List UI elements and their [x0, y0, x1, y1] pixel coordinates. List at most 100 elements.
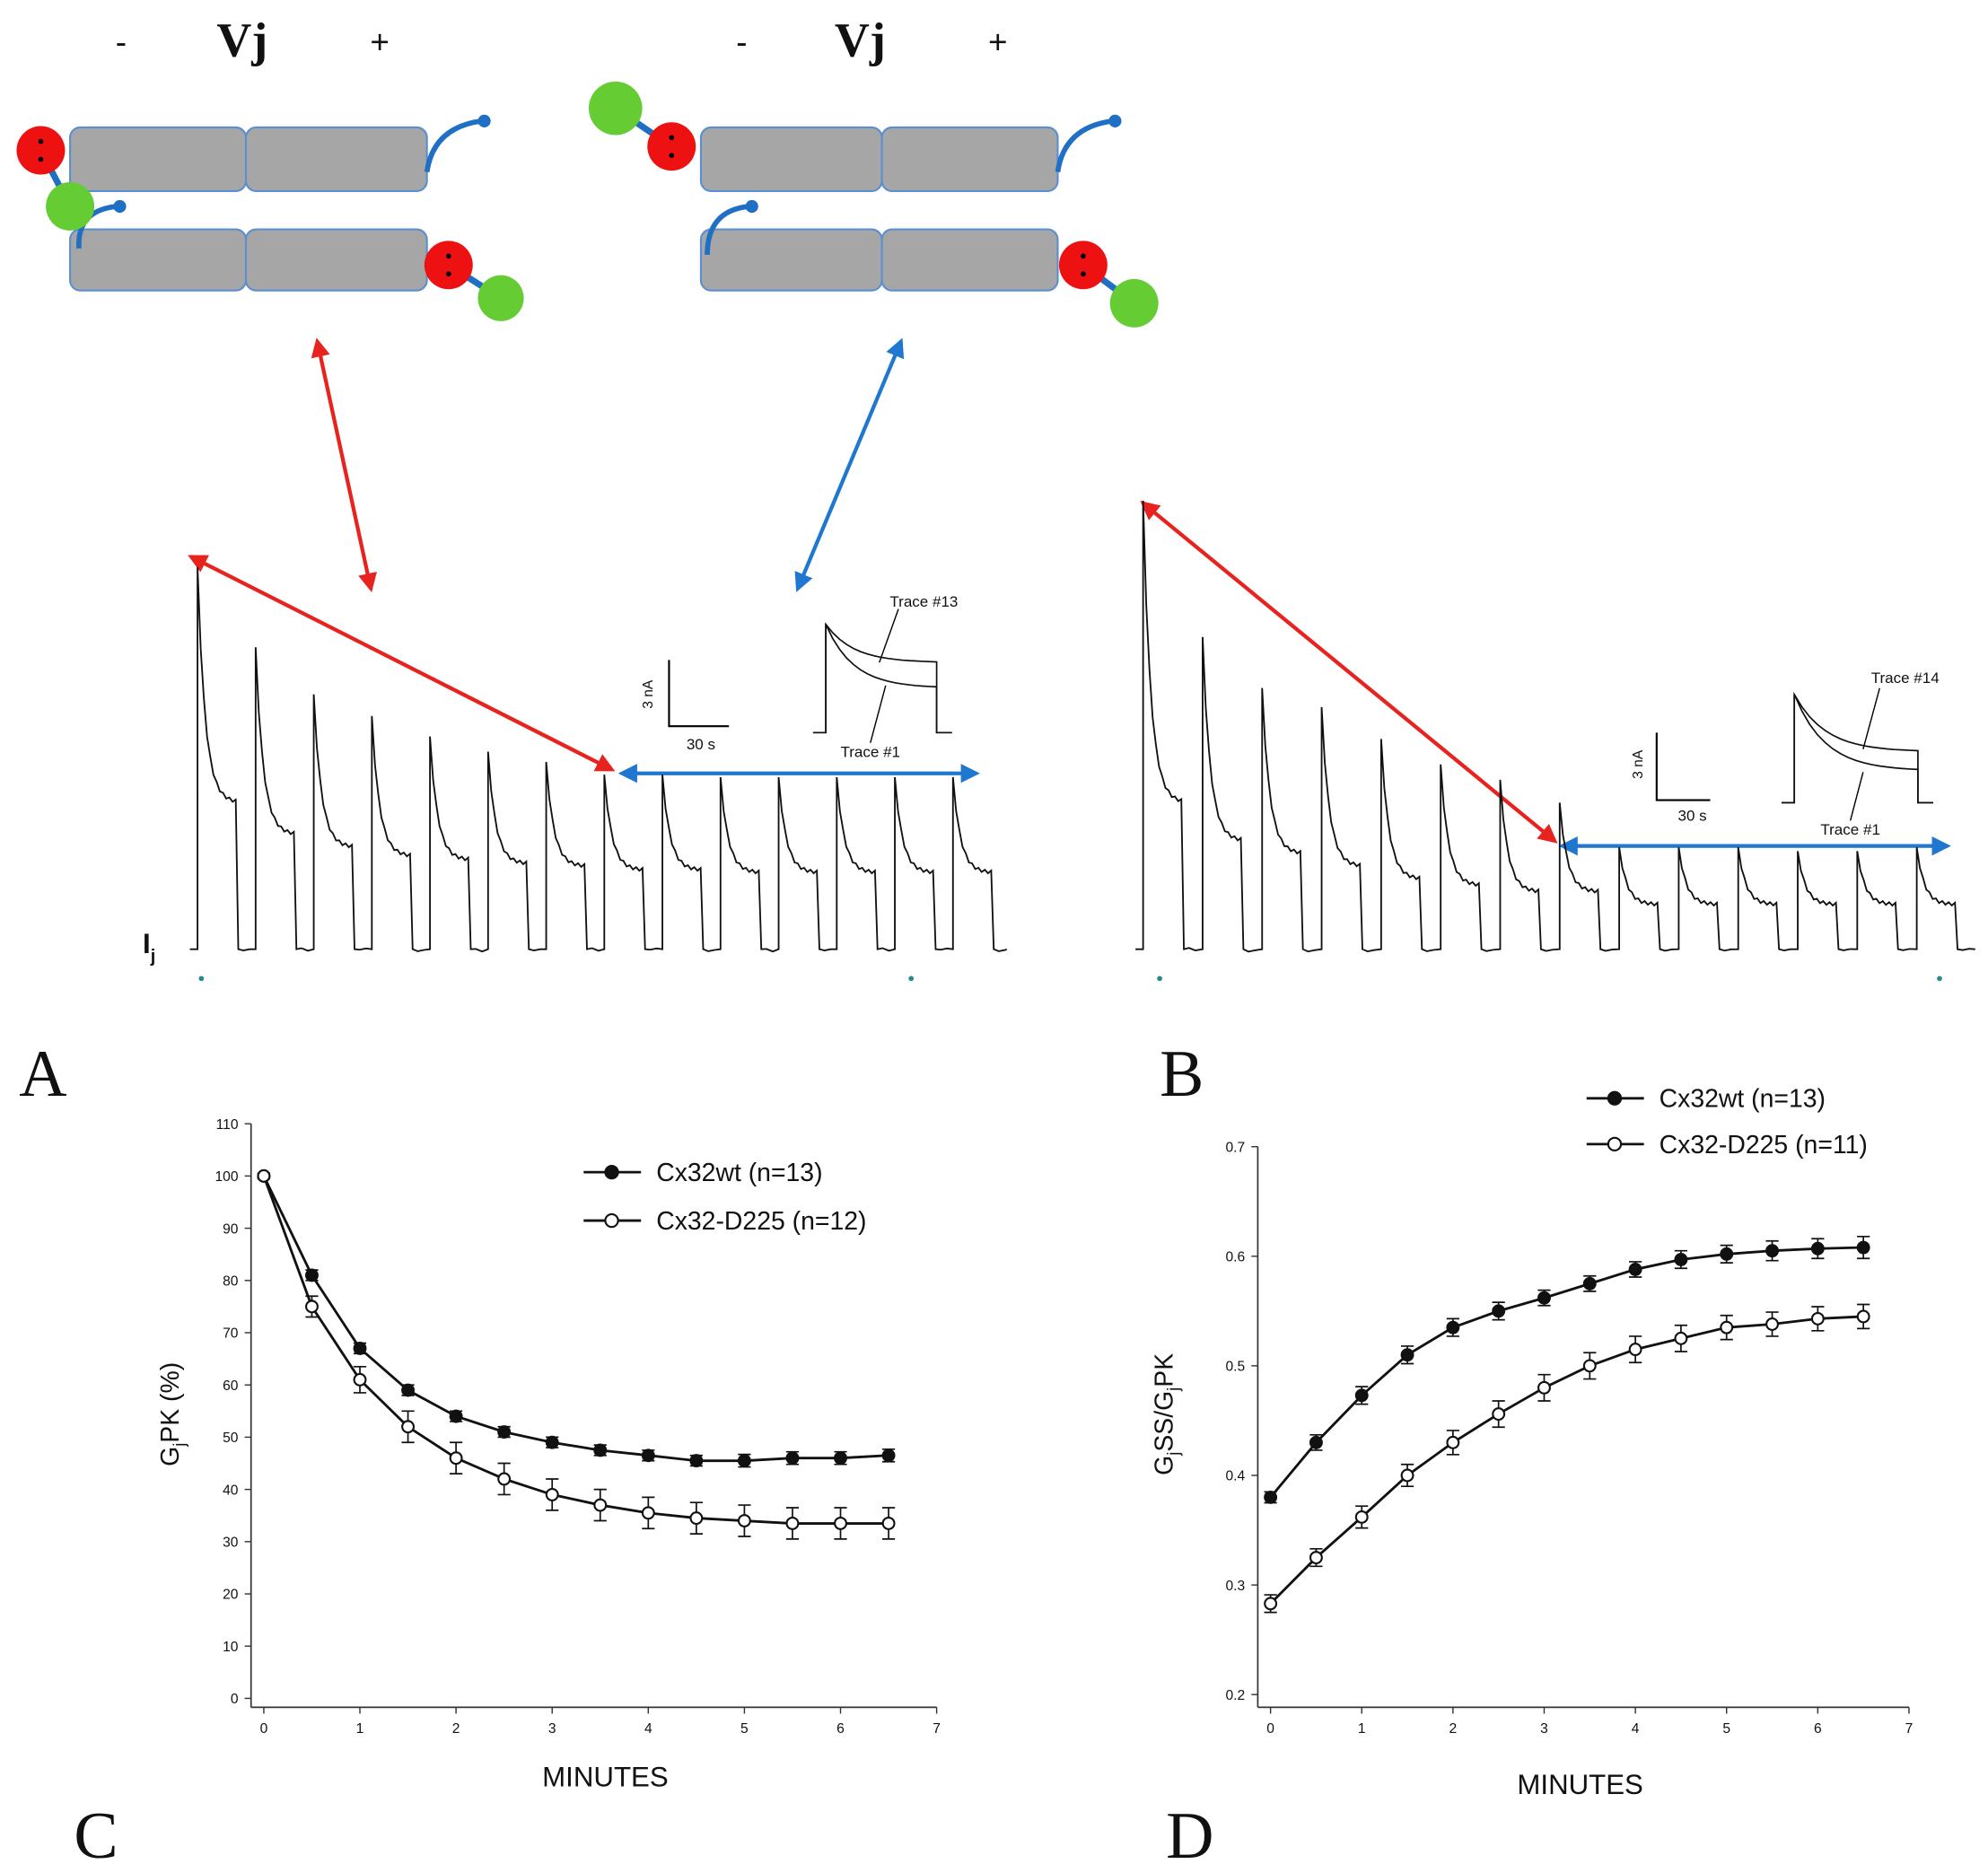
y-tick-label: 110: [216, 1117, 239, 1133]
data-point: [689, 1454, 704, 1468]
inset-label: Trace #13: [889, 593, 958, 610]
data-point: [1400, 1468, 1414, 1483]
y-label-part: G: [1150, 1456, 1178, 1475]
data-point: [305, 1300, 319, 1314]
data-point: [1309, 1551, 1323, 1565]
legend-marker: [1607, 1090, 1623, 1106]
data-point: [1765, 1244, 1779, 1258]
schematic-right: - Vj +: [588, 13, 1159, 328]
data-point: [1446, 1320, 1460, 1335]
x-tick-label: 1: [356, 1721, 364, 1737]
legend-marker: [604, 1212, 619, 1229]
panel-label: D: [1166, 1798, 1213, 1864]
data-point: [305, 1268, 319, 1282]
plus-sign: +: [988, 24, 1008, 61]
data-point: [449, 1409, 463, 1423]
y-tick-label: 0: [231, 1692, 239, 1707]
y-label-part: PK (%): [156, 1362, 185, 1443]
data-point: [1674, 1253, 1688, 1266]
legend-label: Cx32-D225 (n=11): [1660, 1131, 1868, 1160]
legend-label: Cx32wt (n=13): [656, 1159, 822, 1187]
legend-marker: [604, 1164, 619, 1180]
data-point: [785, 1516, 800, 1530]
y-tick-label: 0.2: [1226, 1688, 1246, 1703]
panel-label: A: [19, 1037, 66, 1110]
inset-label: Trace #1: [841, 743, 901, 760]
data-point: [1446, 1435, 1460, 1449]
data-point: [689, 1511, 704, 1526]
current-trace: [189, 566, 1008, 953]
y-tick-label: 80: [223, 1273, 239, 1289]
y-tick-label: 0.3: [1226, 1579, 1246, 1594]
scale-y-label: 3 nA: [1631, 749, 1646, 779]
data-point: [401, 1383, 416, 1397]
minus-sign: -: [736, 24, 747, 61]
x-axis-label: MINUTES: [542, 1761, 668, 1792]
x-tick-label: 4: [1632, 1721, 1640, 1737]
data-point: [497, 1425, 512, 1440]
data-point: [1309, 1435, 1323, 1449]
y-tick-label: 0.7: [1226, 1140, 1246, 1155]
data-point: [834, 1516, 847, 1530]
scale-x-label: 30 s: [1678, 807, 1707, 824]
data-point: [257, 1168, 271, 1183]
y-label-part: j: [170, 1443, 188, 1448]
data-point: [881, 1448, 896, 1463]
x-axis-label: MINUTES: [1517, 1769, 1642, 1800]
series-line: [262, 1175, 889, 1463]
series-line: [1269, 1246, 1864, 1499]
data-point: [593, 1498, 608, 1512]
y-label-part: j: [1163, 1387, 1182, 1392]
legend-label: Cx32wt (n=13): [1660, 1085, 1826, 1114]
data-point: [737, 1514, 751, 1527]
y-tick-label: 60: [223, 1378, 239, 1394]
data-point: [834, 1451, 847, 1466]
y-tick-label: 100: [215, 1169, 238, 1185]
x-tick-label: 6: [836, 1721, 845, 1737]
y-label-part: j: [1163, 1452, 1182, 1457]
plus-sign: +: [370, 24, 390, 61]
x-tick-label: 5: [1722, 1721, 1730, 1737]
data-point: [641, 1448, 655, 1463]
y-tick-label: 0.5: [1226, 1360, 1246, 1375]
scale-y-label: 3 nA: [641, 679, 656, 709]
data-point: [1856, 1309, 1870, 1324]
y-label-part: SS/G: [1150, 1391, 1178, 1452]
x-tick-label: 0: [260, 1721, 268, 1737]
x-tick-label: 3: [548, 1721, 556, 1737]
y-tick-label: 40: [223, 1483, 239, 1498]
inset-trace: [812, 624, 952, 734]
data-point: [737, 1454, 751, 1468]
data-point: [1674, 1331, 1688, 1345]
inset-trace: [1781, 694, 1933, 804]
data-point: [641, 1506, 655, 1520]
data-point: [1492, 1407, 1506, 1422]
vj-label: Vj: [216, 13, 267, 66]
legend-marker: [1607, 1136, 1623, 1152]
data-point: [1537, 1291, 1551, 1305]
y-tick-label: 20: [223, 1588, 239, 1603]
x-tick-label: 3: [1540, 1721, 1548, 1737]
y-tick-label: 70: [223, 1326, 239, 1342]
panel-label: C: [74, 1798, 118, 1864]
current-trace: [1135, 500, 1975, 953]
inset-label: Trace #1: [1820, 821, 1880, 838]
y-axis-label: GjPK (%): [156, 1362, 188, 1466]
data-point: [353, 1341, 367, 1355]
y-label-part: G: [156, 1447, 185, 1466]
data-point: [1720, 1320, 1734, 1335]
data-point: [1628, 1263, 1642, 1276]
y-axis-label: GjSS/GjPK: [1150, 1353, 1182, 1475]
x-tick-label: 5: [740, 1721, 749, 1737]
y-label-part: PK: [1150, 1353, 1178, 1387]
data-point: [545, 1487, 559, 1501]
data-point: [1264, 1490, 1278, 1504]
y-tick-label: 90: [223, 1221, 239, 1237]
x-tick-label: 6: [1814, 1721, 1822, 1737]
minus-sign: -: [116, 24, 127, 61]
data-point: [1400, 1348, 1414, 1362]
x-tick-label: 0: [1266, 1721, 1274, 1737]
inset-trace: [1781, 691, 1933, 804]
data-point: [545, 1435, 559, 1449]
y-tick-label: 0.4: [1226, 1469, 1246, 1484]
